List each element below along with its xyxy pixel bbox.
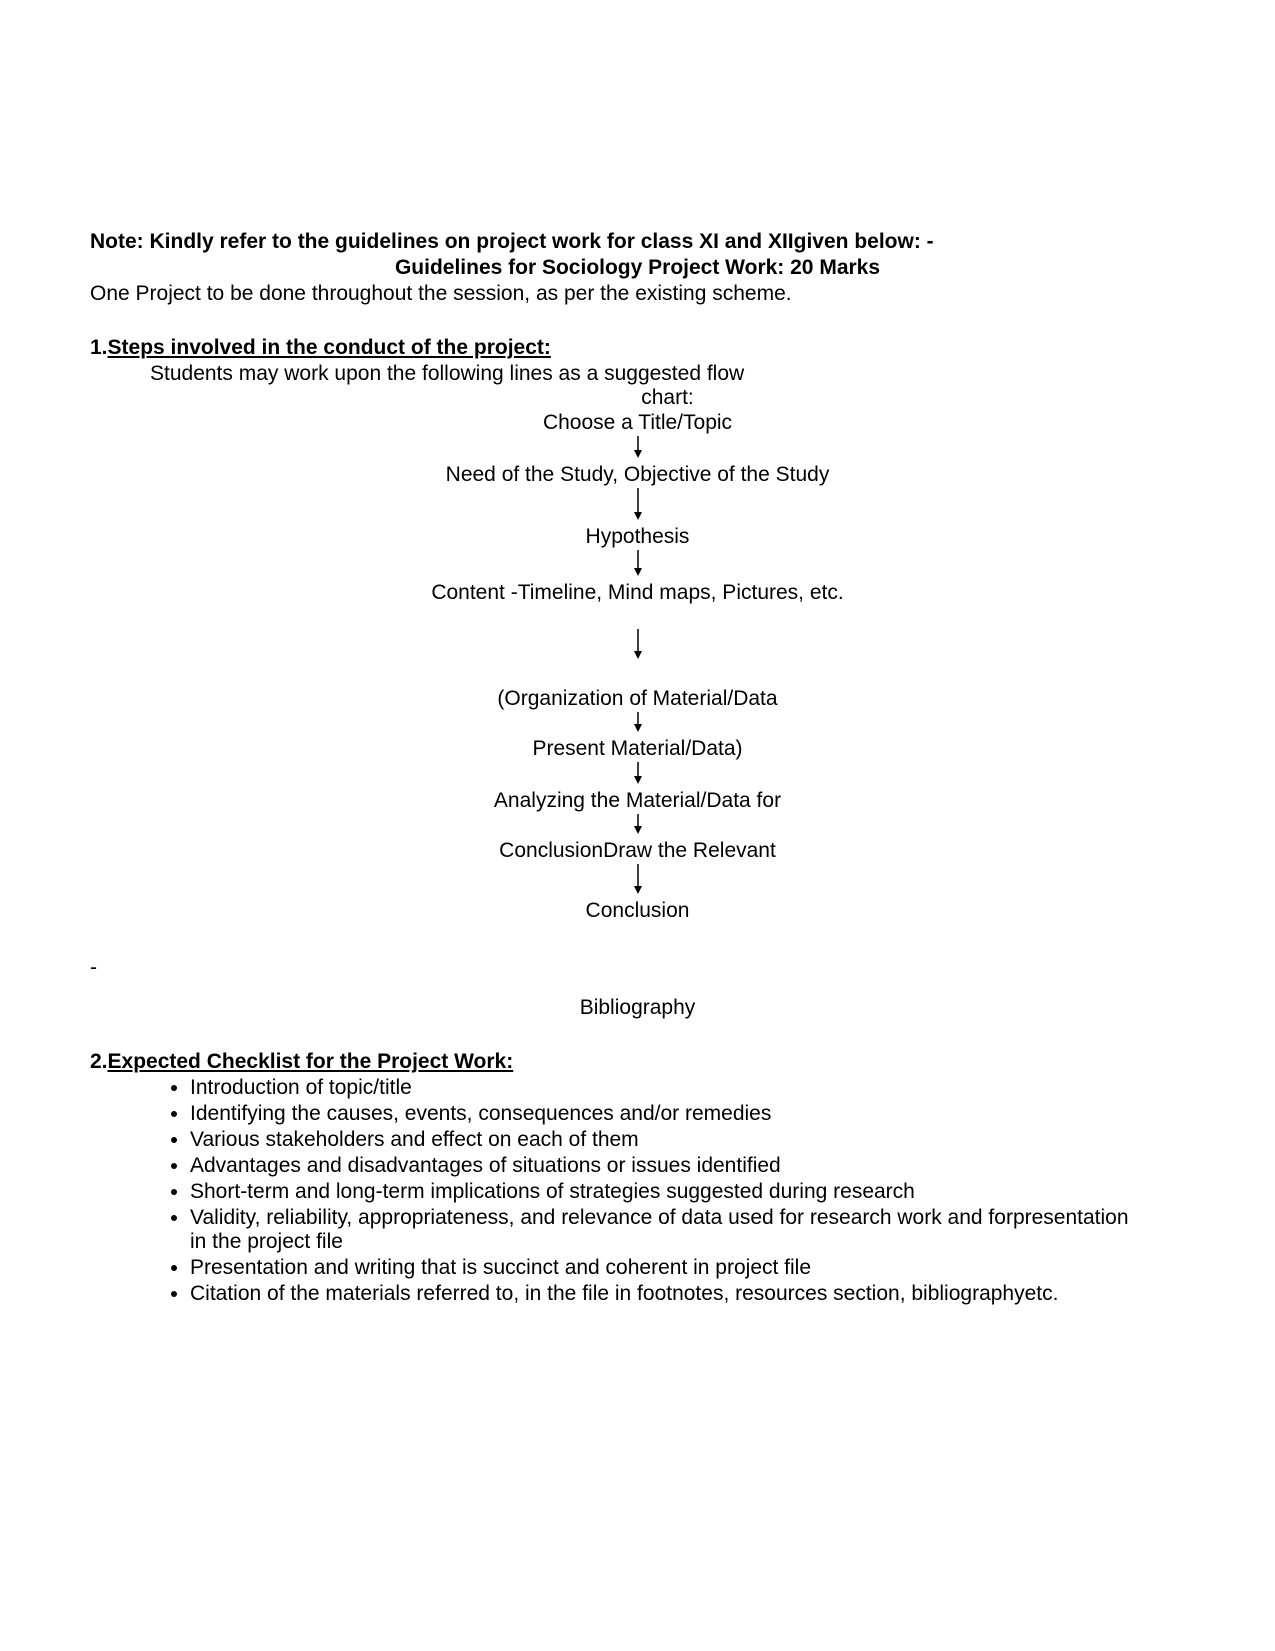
- down-arrow-icon: [90, 629, 1185, 663]
- note-line: Note: Kindly refer to the guidelines on …: [90, 230, 1185, 254]
- down-arrow-icon: [90, 550, 1185, 580]
- section-1-title: Steps involved in the conduct of the pro…: [108, 336, 551, 359]
- flow-step: Conclusion: [90, 899, 1185, 923]
- list-item: Various stakeholders and effect on each …: [190, 1128, 1185, 1152]
- list-item: Presentation and writing that is succinc…: [190, 1256, 1185, 1280]
- list-item: Introduction of topic/title: [190, 1076, 1185, 1100]
- down-arrow-icon: [90, 762, 1185, 788]
- down-arrow-icon: [90, 712, 1185, 736]
- flow-step: Hypothesis: [90, 525, 1185, 549]
- bibliography-label: Bibliography: [90, 996, 1185, 1020]
- section-2-heading: 2. Expected Checklist for the Project Wo…: [90, 1050, 1185, 1074]
- note-text: Kindly refer to the guidelines on projec…: [150, 230, 934, 253]
- section-2-title: Expected Checklist for the Project Work:: [108, 1050, 514, 1073]
- flow-step: Choose a Title/Topic: [90, 411, 1185, 435]
- list-item: Citation of the materials referred to, i…: [190, 1282, 1185, 1306]
- flow-step: Need of the Study, Objective of the Stud…: [90, 463, 1185, 487]
- down-arrow-icon: [90, 864, 1185, 898]
- section-2-num: 2.: [90, 1050, 108, 1074]
- subtitle: Guidelines for Sociology Project Work: 2…: [90, 256, 1185, 280]
- flow-step: (Organization of Material/Data: [90, 687, 1185, 711]
- note-prefix: Note:: [90, 230, 150, 253]
- intro-text: One Project to be done throughout the se…: [90, 282, 1185, 306]
- section-1-num: 1.: [90, 336, 108, 360]
- document-page: Note: Kindly refer to the guidelines on …: [0, 0, 1275, 1651]
- list-item: Validity, reliability, appropriateness, …: [190, 1206, 1185, 1254]
- down-arrow-icon: [90, 488, 1185, 524]
- spacer: [90, 924, 1185, 946]
- list-item: Advantages and disadvantages of situatio…: [190, 1154, 1185, 1178]
- spacer: [90, 606, 1185, 628]
- flow-step: Content -Timeline, Mind maps, Pictures, …: [90, 581, 1185, 605]
- list-item: Short-term and long-term implications of…: [190, 1180, 1185, 1204]
- flow-intro-line-1: Students may work upon the following lin…: [90, 362, 1185, 386]
- flow-step: Analyzing the Material/Data for: [90, 789, 1185, 813]
- section-1-heading: 1. Steps involved in the conduct of the …: [90, 336, 1185, 360]
- flow-step: Present Material/Data): [90, 737, 1185, 761]
- dash-line: -: [90, 956, 1185, 980]
- flow-step: ConclusionDraw the Relevant: [90, 839, 1185, 863]
- down-arrow-icon: [90, 436, 1185, 462]
- spacer: [90, 664, 1185, 686]
- checklist: Introduction of topic/title Identifying …: [90, 1076, 1185, 1306]
- list-item: Identifying the causes, events, conseque…: [190, 1102, 1185, 1126]
- flow-intro-line-2: chart:: [90, 386, 1185, 410]
- down-arrow-icon: [90, 814, 1185, 838]
